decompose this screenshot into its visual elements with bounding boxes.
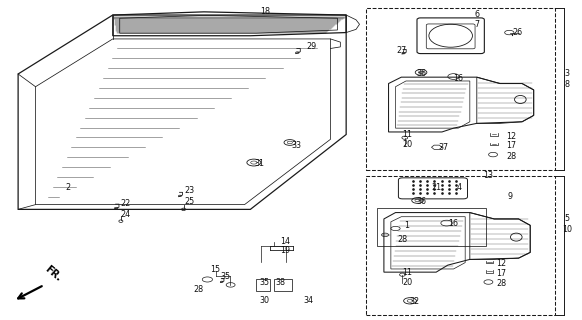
Text: 23: 23 [184,186,194,195]
Text: 36: 36 [417,69,427,78]
Text: 11: 11 [402,268,412,277]
Text: 38: 38 [275,278,286,287]
Text: 19: 19 [280,246,290,255]
Text: 3: 3 [565,69,569,78]
Text: 27: 27 [396,45,406,55]
Bar [377,208,486,246]
Text: 28: 28 [496,279,506,288]
Text: 24: 24 [120,210,130,219]
Text: 28: 28 [506,152,517,161]
Text: 11: 11 [402,130,412,139]
Text: 12: 12 [496,259,506,268]
Text: 13: 13 [484,171,494,180]
Text: 26: 26 [512,28,523,37]
Bar [256,279,270,291]
Bar [274,279,292,291]
Text: 10: 10 [562,225,572,234]
Text: 35: 35 [260,278,270,287]
Text: 21: 21 [431,183,441,192]
Text: 17: 17 [496,268,506,278]
Text: 7: 7 [474,20,480,29]
Text: 2: 2 [65,183,70,192]
Bar [367,8,555,170]
Text: 16: 16 [453,74,463,83]
Text: 28: 28 [398,235,407,244]
Text: 6: 6 [474,10,480,19]
Text: 30: 30 [260,296,270,305]
Text: 9: 9 [508,192,513,201]
Text: 34: 34 [303,296,314,305]
Text: 18: 18 [260,7,270,16]
Text: 5: 5 [564,214,569,223]
Text: 14: 14 [280,237,290,246]
Text: 4: 4 [457,183,462,192]
Text: 33: 33 [292,141,302,150]
Text: 20: 20 [402,140,412,149]
Text: 36: 36 [416,197,426,206]
Text: 15: 15 [211,265,221,275]
Text: 32: 32 [409,297,419,306]
Text: 17: 17 [506,141,517,150]
Text: 37: 37 [438,143,448,152]
Text: 16: 16 [449,219,459,228]
Text: 22: 22 [120,198,130,207]
Text: 29: 29 [306,42,317,52]
Text: 35: 35 [221,272,230,281]
Text: 31: 31 [254,159,264,168]
Text: 20: 20 [402,278,412,287]
Bar [367,176,555,315]
Text: 12: 12 [506,132,517,140]
Text: FR.: FR. [42,264,63,284]
Text: 1: 1 [404,221,410,230]
Text: 28: 28 [193,284,203,293]
Text: 25: 25 [184,197,194,206]
Text: 8: 8 [565,80,569,89]
